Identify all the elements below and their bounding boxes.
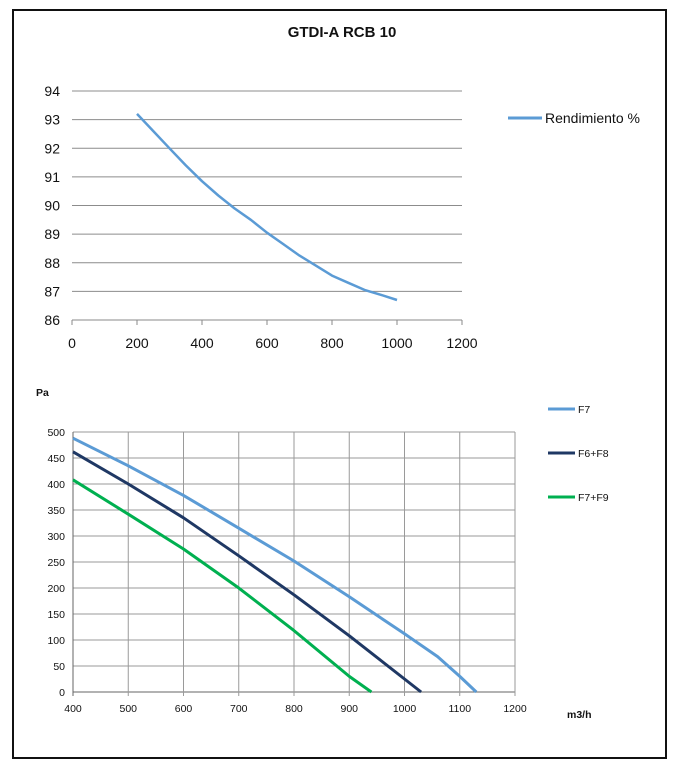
x-tick-label: 800 [285,703,303,715]
x-tick-label: 600 [255,335,279,351]
y-tick-label: 500 [47,427,65,439]
y-tick-label: 300 [47,531,65,543]
x-tick-label: 1000 [381,335,412,351]
y-tick-label: 350 [47,505,65,517]
legend-label: F7 [578,404,590,416]
x-tick-label: 500 [119,703,137,715]
legend-label: F7+F9 [578,492,609,504]
x-tick-label: 1200 [503,703,527,715]
x-tick-label: 400 [64,703,82,715]
series-line-f7 [72,436,478,694]
x-tick-label: 400 [190,335,214,351]
y-tick-label: 87 [44,283,60,299]
y-axis-label: Pa [36,387,49,399]
y-tick-label: 50 [53,661,65,673]
series-line-f7-f9 [72,478,373,694]
y-tick-label: 150 [47,609,65,621]
y-tick-label: 92 [44,140,60,156]
chart-frame [12,9,667,759]
x-tick-label: 900 [340,703,358,715]
x-tick-label: 800 [320,335,344,351]
y-tick-label: 400 [47,479,65,491]
legend-label: F6+F8 [578,448,609,460]
y-tick-label: 93 [44,112,60,128]
y-tick-label: 86 [44,312,60,328]
x-tick-label: 1200 [446,335,477,351]
x-tick-label: 1100 [448,703,471,715]
series-line-rendimiento [136,113,398,302]
x-tick-label: 700 [230,703,248,715]
x-tick-label: 0 [68,335,76,351]
x-axis-label: m3/h [567,709,592,721]
chart-title: GTDI-A RCB 10 [288,24,397,41]
series-line-f6-f8 [72,450,423,694]
y-tick-label: 250 [47,557,65,569]
y-tick-label: 200 [47,583,65,595]
x-tick-label: 200 [125,335,149,351]
y-tick-label: 91 [44,169,60,185]
y-tick-label: 89 [44,226,60,242]
y-tick-label: 0 [59,687,65,699]
x-tick-label: 1000 [393,703,417,715]
y-tick-label: 450 [47,453,65,465]
legend-label: Rendimiento % [545,110,640,126]
y-tick-label: 90 [44,198,60,214]
y-tick-label: 100 [47,635,65,647]
y-tick-label: 88 [44,255,60,271]
y-tick-label: 94 [44,83,60,99]
x-tick-label: 600 [175,703,193,715]
